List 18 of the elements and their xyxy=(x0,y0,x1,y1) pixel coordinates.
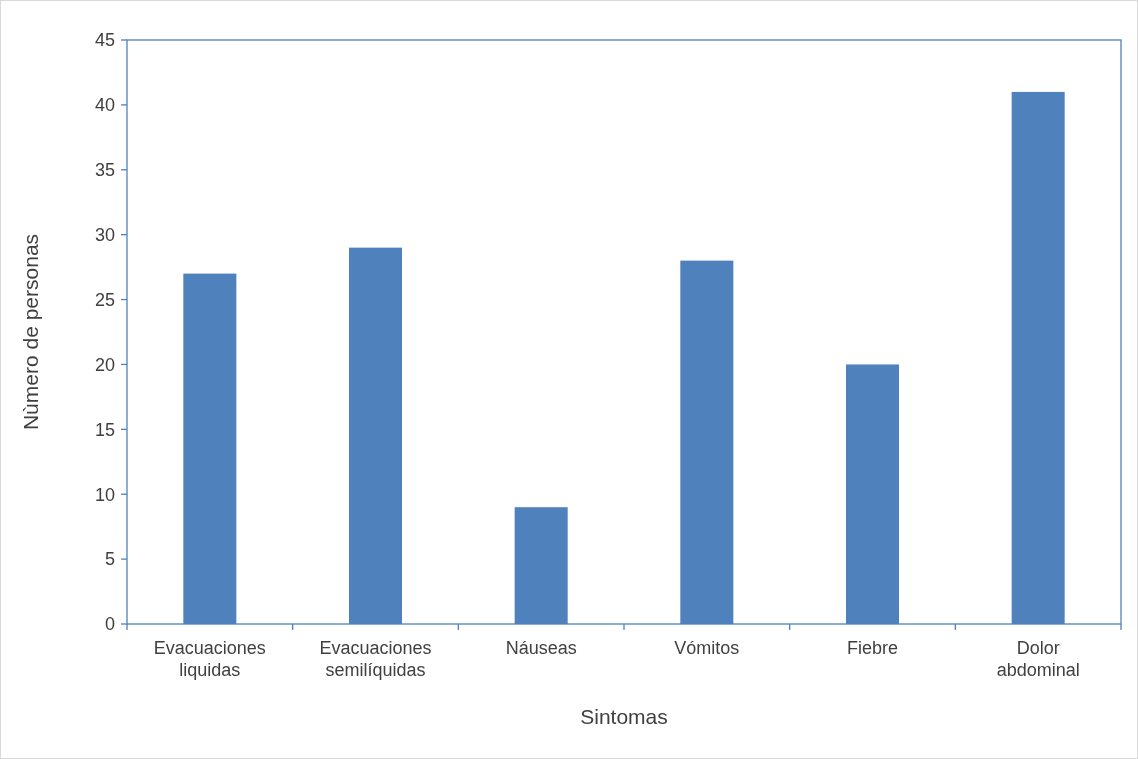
y-tick-label: 30 xyxy=(94,224,115,245)
x-tick-label: Evacuaciones liquidas xyxy=(153,638,266,680)
y-tick-label: 25 xyxy=(94,289,115,310)
y-tick-label: 15 xyxy=(94,419,115,440)
y-tick-label: 0 xyxy=(104,614,115,635)
y-tick-label: 5 xyxy=(104,549,115,570)
x-tick-label: Fiebre xyxy=(846,638,899,658)
y-tick-label: 40 xyxy=(94,95,115,116)
y-tick-label: 10 xyxy=(94,484,115,505)
x-tick-label: Náuseas xyxy=(505,638,577,658)
y-tick-label: 45 xyxy=(94,30,115,51)
y-tick-label: 35 xyxy=(94,160,115,181)
y-tick-label: 20 xyxy=(94,354,115,375)
y-axis-title: Nùmero de personas xyxy=(19,233,42,431)
x-tick-label: Vómitos xyxy=(674,638,740,658)
x-tick-label: Dolor abdominal xyxy=(996,638,1080,680)
x-axis-title: Sintomas xyxy=(580,705,668,728)
x-tick-label: Evacuaciones semilíquidas xyxy=(319,638,432,680)
